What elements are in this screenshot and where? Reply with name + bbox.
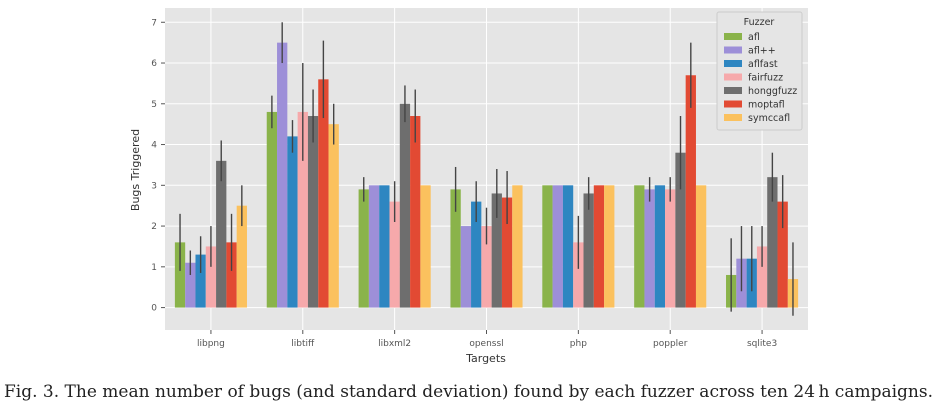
bar-afl++-poppler [644, 189, 655, 308]
bar-fairfuzz-openssl [481, 226, 492, 308]
bar-afl-openssl [450, 189, 461, 308]
x-axis-ticks: libpng libtiff libxml2 openssl php poppler sql… [197, 330, 777, 349]
legend-label-afl: afl [748, 32, 760, 43]
bar-chart: 0 1 2 3 4 5 6 7 libpng libtiff libxml2 openssl php p… [129, 8, 808, 365]
y-tick-label: 2 [151, 222, 157, 232]
bar-afl++-libpng [185, 262, 196, 308]
x-tick-label-php: php [570, 339, 587, 349]
legend-label-afl++: afl++ [748, 46, 776, 57]
bar-moptafl-libtiff [318, 79, 329, 308]
x-tick-label-sqlite3: sqlite3 [747, 339, 777, 349]
bar-afl++-libxml2 [368, 185, 380, 308]
bar-honggfuzz-php [583, 193, 594, 308]
bar-moptafl-php [593, 185, 605, 308]
x-tick-label-libpng: libpng [197, 339, 225, 349]
x-tick-label-openssl: openssl [469, 339, 503, 349]
legend-swatch-afl [724, 33, 742, 40]
bar-fairfuzz-sqlite3 [756, 246, 768, 308]
y-tick-label: 0 [151, 304, 157, 314]
legend-label-fairfuzz: fairfuzz [748, 73, 783, 84]
bar-afl-libxml2 [358, 189, 369, 308]
bar-aflfast-poppler [654, 185, 666, 308]
y-tick-label: 4 [151, 141, 157, 151]
legend-swatch-afl++ [724, 46, 742, 54]
legend-swatch-honggfuzz [724, 87, 742, 94]
bar-honggfuzz-libtiff [307, 116, 319, 308]
bar-symccafl-php [604, 185, 615, 308]
bar-symccafl-openssl [512, 185, 523, 308]
bar-honggfuzz-sqlite3 [767, 177, 778, 308]
bar-honggfuzz-poppler [675, 152, 686, 308]
y-tick-label: 1 [151, 263, 157, 273]
bar-afl-libpng [174, 242, 186, 308]
bar-fairfuzz-libpng [205, 246, 217, 308]
bar-moptafl-libxml2 [410, 116, 421, 308]
legend-items: afl afl++ aflfast fairfuzz honggfuzz moptafl s… [724, 32, 797, 124]
y-tick-label: 3 [151, 181, 157, 191]
legend-swatch-fairfuzz [724, 73, 742, 81]
x-tick-label-poppler: poppler [653, 339, 688, 349]
y-tick-label: 6 [151, 59, 157, 69]
error-bars-group [179, 22, 794, 316]
bar-afl-libtiff [266, 111, 278, 308]
bar-fairfuzz-poppler [665, 189, 676, 308]
x-axis-label: Targets [465, 352, 506, 365]
bar-symccafl-libpng [236, 205, 247, 308]
bar-aflfast-php [562, 185, 574, 308]
legend-swatch-aflfast [724, 60, 742, 67]
legend-label-aflfast: aflfast [748, 59, 778, 70]
bar-moptafl-poppler [685, 75, 696, 308]
bar-afl-php [542, 185, 553, 308]
bar-aflfast-openssl [471, 201, 482, 308]
y-axis-ticks: 0 1 2 3 4 5 6 7 [151, 18, 165, 314]
figure-caption: Fig. 3. The mean number of bugs (and sta… [3, 382, 933, 402]
bar-honggfuzz-libxml2 [399, 103, 411, 308]
bar-moptafl-openssl [501, 197, 513, 308]
bar-aflfast-libpng [195, 254, 206, 308]
bar-afl++-openssl [460, 226, 472, 308]
bars-group [174, 42, 799, 308]
legend-title: Fuzzer [744, 17, 775, 28]
legend-label-symccafl: symccafl [748, 113, 790, 124]
bar-afl++-php [552, 185, 563, 308]
bar-fairfuzz-libtiff [297, 111, 308, 308]
bar-symccafl-poppler [695, 185, 707, 308]
legend-label-moptafl: moptafl [748, 100, 785, 111]
bar-afl++-libtiff [277, 42, 288, 308]
bar-symccafl-libxml2 [420, 185, 431, 308]
bar-fairfuzz-php [573, 242, 584, 308]
bar-afl-poppler [634, 185, 645, 308]
bar-moptafl-libpng [226, 242, 237, 308]
legend-swatch-moptafl [724, 100, 742, 108]
bar-honggfuzz-libpng [216, 160, 227, 308]
y-axis-label: Bugs Triggered [129, 129, 142, 211]
legend-label-honggfuzz: honggfuzz [748, 86, 797, 97]
x-tick-label-libtiff: libtiff [291, 339, 315, 349]
y-tick-label: 5 [151, 100, 157, 110]
bar-fairfuzz-libxml2 [389, 201, 400, 308]
bar-moptafl-sqlite3 [777, 201, 788, 308]
legend-swatch-symccafl [724, 114, 742, 121]
bar-honggfuzz-openssl [491, 193, 502, 308]
legend: Fuzzer afl afl++ aflfast fairfuzz honggfuzz m… [716, 11, 803, 131]
y-tick-label: 7 [151, 18, 157, 28]
bar-aflfast-libtiff [287, 136, 298, 308]
bar-aflfast-libxml2 [379, 185, 390, 308]
x-tick-label-libxml2: libxml2 [378, 339, 411, 349]
bar-symccafl-libtiff [328, 124, 339, 308]
